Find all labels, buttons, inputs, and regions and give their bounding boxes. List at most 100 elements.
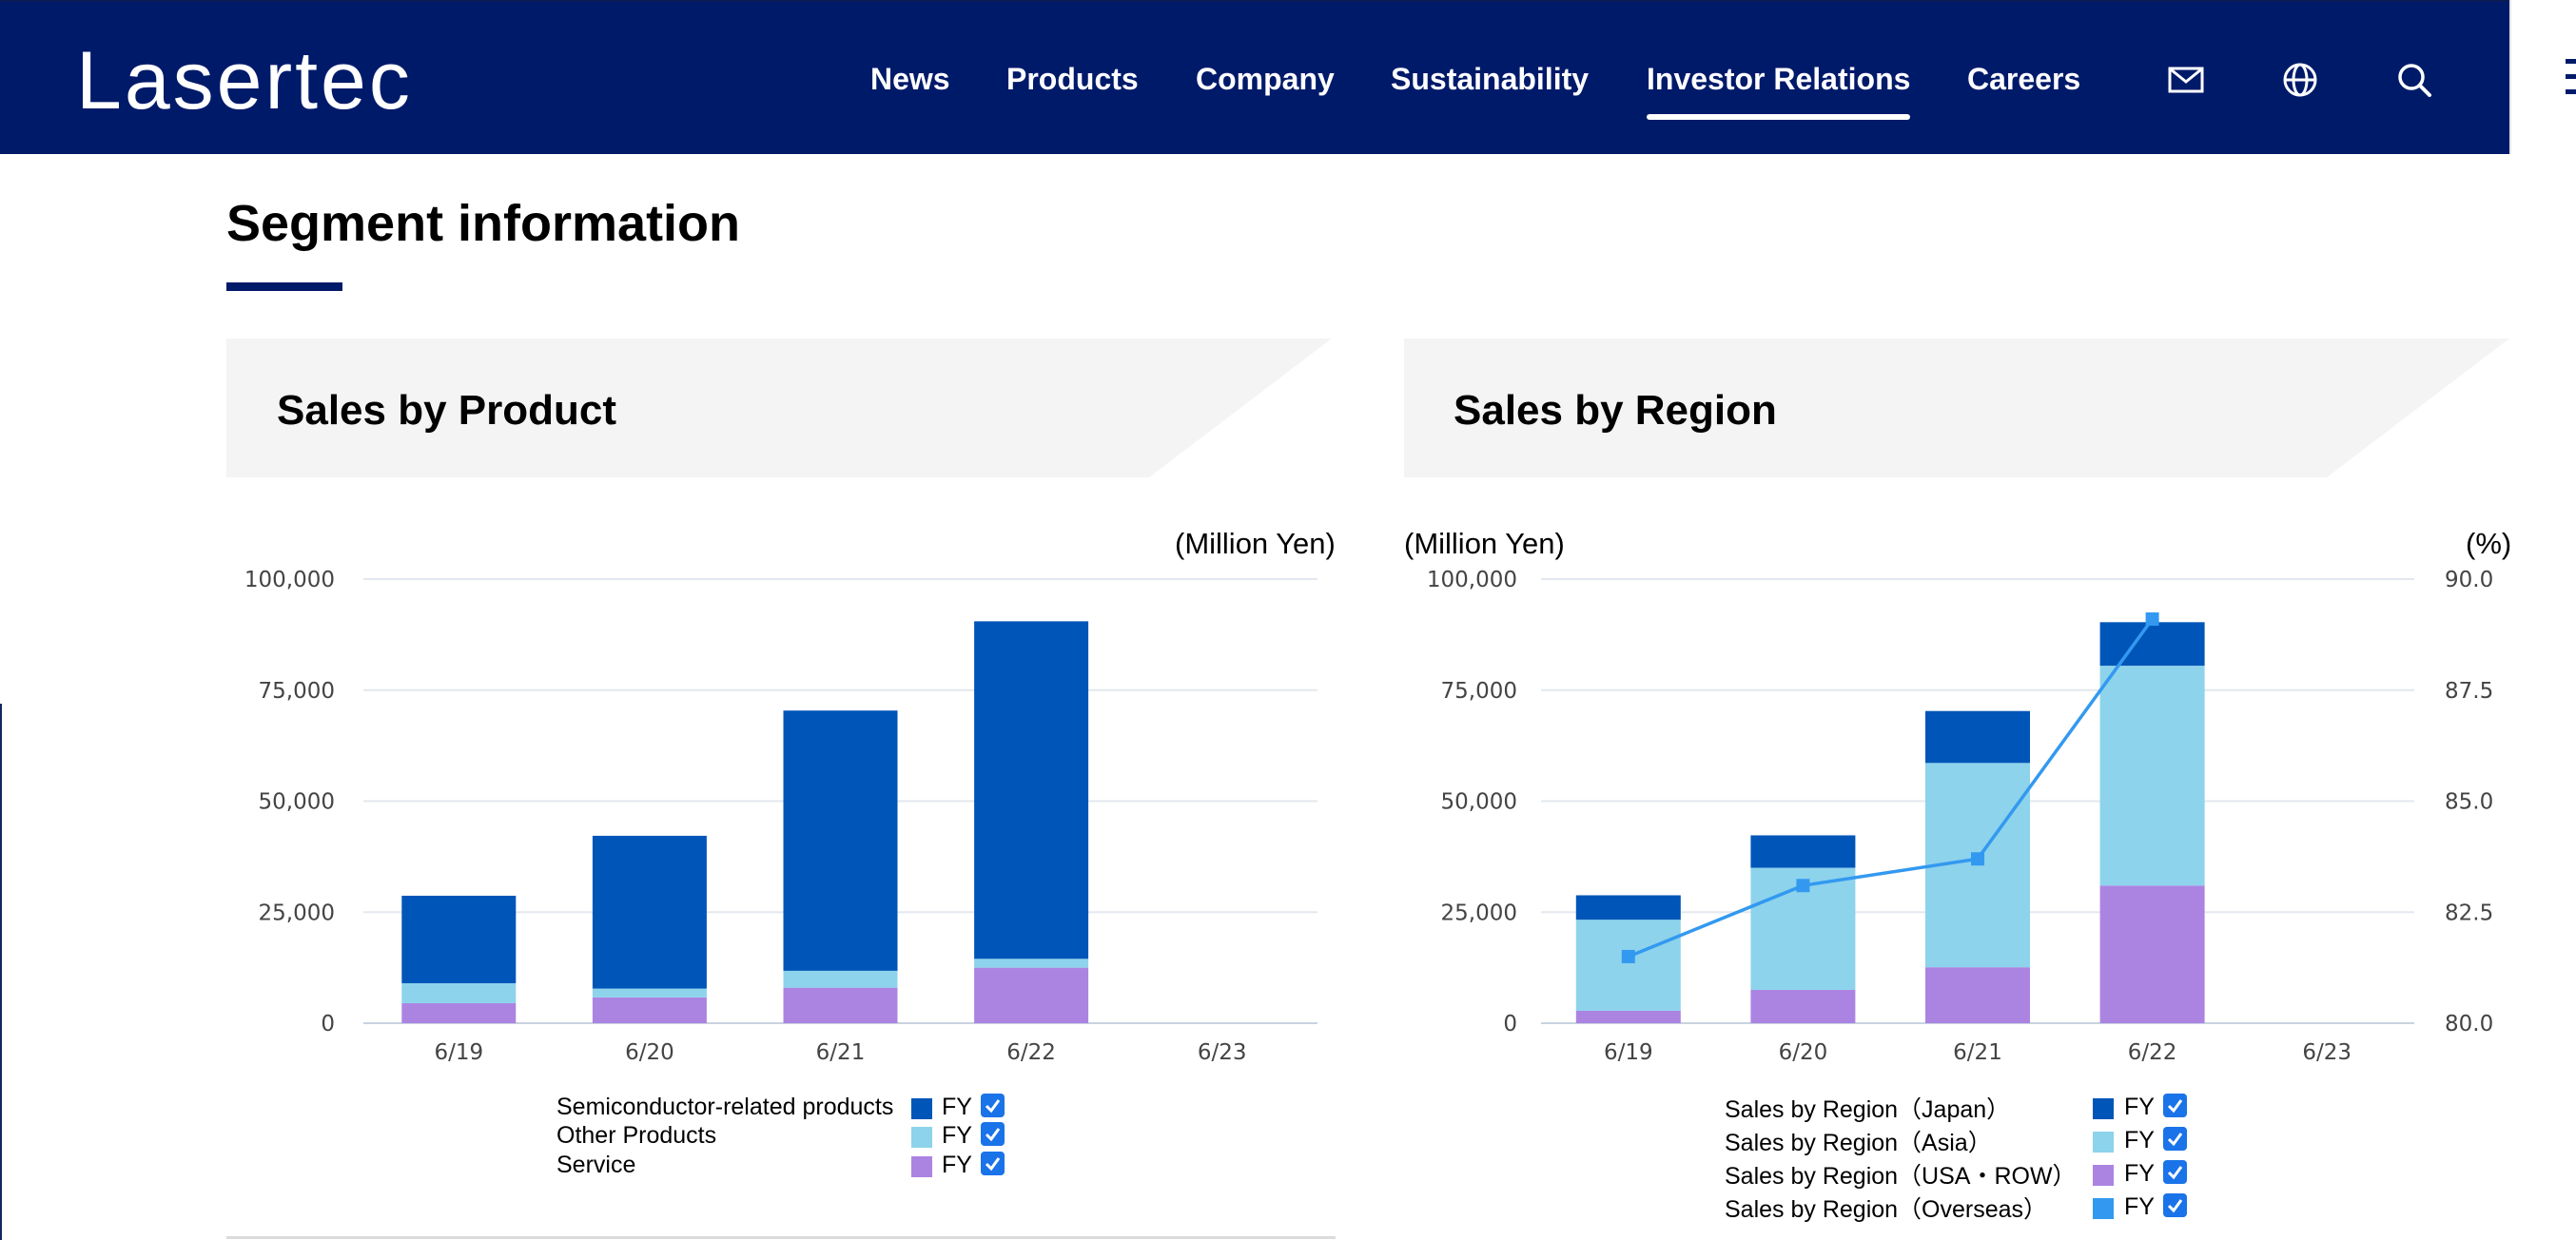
bar-segment (783, 970, 898, 988)
legend-checkbox-asia[interactable] (2163, 1127, 2187, 1151)
bar-segment (783, 710, 898, 971)
bar-segment (974, 967, 1089, 1023)
legend-label-usa-row: Sales by Region（USA・ROW） (1725, 1163, 2077, 1190)
legend-swatch-asia (2093, 1132, 2114, 1153)
x-tick-label: 6/22 (2128, 1040, 2177, 1065)
region-unit-left: (Million Yen) (1404, 527, 1565, 560)
panel-heading-shape (226, 339, 1332, 477)
globe-icon[interactable] (2281, 61, 2319, 99)
legend-fy-overseas: FY (2124, 1193, 2155, 1220)
region-unit-right: (%) (2466, 527, 2512, 560)
legend-fy-japan: FY (2124, 1094, 2155, 1120)
bar-segment (1575, 920, 1681, 1011)
y-tick-label: 100,000 (244, 568, 335, 592)
legend-fy-other-products: FY (942, 1122, 972, 1149)
bar-segment (974, 621, 1089, 959)
bar-segment (2099, 666, 2205, 886)
product-unit-label: (Million Yen) (1175, 527, 1336, 560)
legend-label-other-products: Other Products (556, 1122, 717, 1149)
nav-sustainability[interactable]: Sustainability (1391, 62, 1590, 96)
legend-fy-semiconductor: FY (942, 1094, 972, 1120)
product-panel-title: Sales by Product (277, 387, 617, 434)
x-tick-label: 6/21 (816, 1040, 866, 1065)
bar-segment (1575, 1010, 1681, 1023)
menu-icon[interactable] (2566, 59, 2576, 95)
bar-segment (2099, 622, 2205, 667)
legend-label-overseas: Sales by Region（Overseas） (1725, 1196, 2048, 1223)
legend-checkbox-japan[interactable] (2163, 1094, 2187, 1117)
product-chart: 0 25,000 50,000 75,000 100,000 6/19 6/20 6/21 6/… (244, 568, 1317, 1065)
y2-tick-label: 85.0 (2445, 790, 2493, 815)
menu-area (2509, 0, 2576, 154)
line-point (2145, 612, 2159, 627)
x-tick-label: 6/21 (1953, 1040, 2002, 1065)
lasertec-logo[interactable]: Lasertec (76, 35, 413, 126)
y-tick-label: 50,000 (1441, 790, 1517, 815)
legend-label-japan: Sales by Region（Japan） (1725, 1096, 2011, 1123)
page-title: Segment information (226, 195, 741, 252)
y2-tick-label: 90.0 (2445, 568, 2493, 592)
region-panel-heading: Sales by Region (1404, 339, 2509, 477)
bar-segment (401, 982, 517, 1003)
x-tick-label: 6/23 (1198, 1040, 1247, 1065)
legend-swatch-other-products (911, 1127, 932, 1148)
bar-segment (1750, 835, 1856, 868)
series-line (1628, 618, 2155, 959)
bar-segment (401, 1002, 517, 1023)
section-divider (226, 1236, 1336, 1239)
y2-tick-label: 80.0 (2445, 1012, 2493, 1037)
x-tick-label: 6/22 (1006, 1040, 1056, 1065)
nav-company[interactable]: Company (1196, 62, 1335, 96)
legend-checkbox-service[interactable] (981, 1152, 1005, 1175)
product-panel-heading: Sales by Product (226, 339, 1332, 477)
mail-icon[interactable] (2167, 61, 2205, 99)
legend-swatch-semiconductor (911, 1098, 932, 1119)
legend-checkbox-usa-row[interactable] (2163, 1160, 2187, 1184)
nav-investor-relations[interactable]: Investor Relations (1647, 55, 1911, 120)
legend-swatch-usa-row (2093, 1165, 2114, 1186)
title-underline (226, 282, 342, 291)
legend-fy-usa-row: FY (2124, 1160, 2155, 1187)
y2-tick-label: 82.5 (2445, 901, 2493, 925)
y-tick-label: 25,000 (1441, 901, 1517, 925)
y-tick-label: 25,000 (259, 901, 335, 925)
bar-segment (592, 835, 707, 989)
line-point (1796, 879, 1810, 893)
y-tick-label: 0 (1503, 1012, 1517, 1037)
bar-segment (1925, 967, 2030, 1023)
legend-label-asia: Sales by Region（Asia） (1725, 1130, 1992, 1156)
y-tick-label: 75,000 (259, 679, 335, 704)
legend-label-service: Service (556, 1152, 636, 1178)
bar-segment (974, 959, 1089, 968)
legend-checkbox-other-products[interactable] (981, 1122, 1005, 1146)
x-tick-label: 6/20 (625, 1040, 674, 1065)
legend-swatch-overseas (2093, 1198, 2114, 1219)
bar-segment (592, 997, 707, 1023)
y-tick-label: 75,000 (1441, 679, 1517, 704)
bar-segment (2099, 885, 2205, 1023)
nav-products[interactable]: Products (1006, 62, 1139, 96)
bar-segment (1575, 895, 1681, 920)
legend-checkbox-semiconductor[interactable] (981, 1094, 1005, 1117)
legend-fy-service: FY (942, 1152, 972, 1178)
x-tick-label: 6/20 (1779, 1040, 1828, 1065)
y-tick-label: 50,000 (259, 790, 335, 815)
line-point (1621, 949, 1635, 963)
bar-segment (1750, 989, 1856, 1023)
site-header: Lasertec News Products Company Sustainab… (0, 0, 2509, 154)
line-point (1971, 852, 1984, 866)
search-icon[interactable] (2395, 61, 2433, 99)
nav-careers[interactable]: Careers (1967, 62, 2081, 96)
legend-checkbox-overseas[interactable] (2163, 1193, 2187, 1217)
y-tick-label: 100,000 (1427, 568, 1517, 592)
nav-news[interactable]: News (870, 62, 950, 96)
legend-fy-asia: FY (2124, 1127, 2155, 1153)
y-tick-label: 0 (321, 1012, 335, 1037)
y2-tick-label: 87.5 (2445, 679, 2493, 704)
panel-heading-shape (1404, 339, 2509, 477)
bar-segment (401, 895, 517, 983)
x-tick-label: 6/19 (434, 1040, 483, 1065)
x-tick-label: 6/23 (2302, 1040, 2352, 1065)
legend-label-semiconductor: Semiconductor-related products (556, 1094, 894, 1120)
region-chart: 0 25,000 50,000 75,000 100,000 80.0 82.5 85.0 87… (1427, 568, 2493, 1065)
